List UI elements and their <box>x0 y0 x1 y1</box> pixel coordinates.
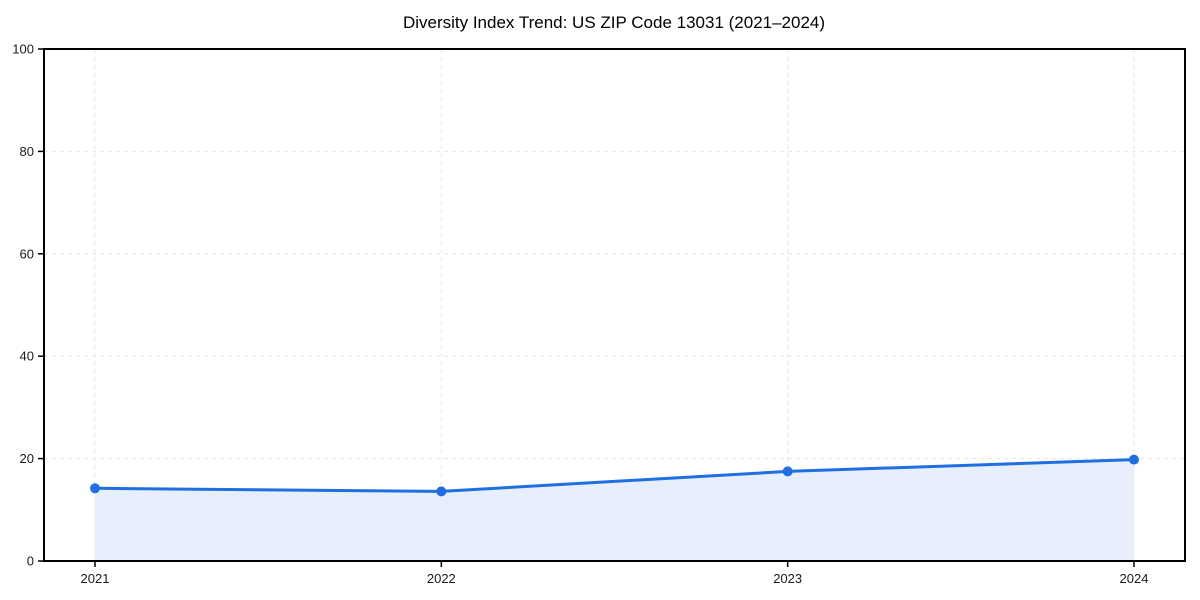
series-line <box>93 458 1136 493</box>
series-area-fill <box>95 459 1134 561</box>
data-points-layer <box>90 454 1139 497</box>
area-fill-layer <box>95 459 1134 561</box>
axes-spines-layer <box>43 48 1186 562</box>
line-series-layer <box>93 458 1136 493</box>
y-tick-label: 0 <box>27 554 34 569</box>
y-tick-label: 100 <box>12 42 34 57</box>
tick-labels-layer: 0 20 40 60 80 100 2021 2022 2023 2024 <box>12 42 1148 587</box>
y-tick-label: 40 <box>20 349 34 364</box>
y-tick-label: 60 <box>20 246 34 261</box>
plot-box-spines <box>43 48 1186 562</box>
y-tick-label: 80 <box>20 144 34 159</box>
data-point <box>90 483 100 494</box>
x-tick-label: 2023 <box>773 571 802 586</box>
x-tick-label: 2022 <box>427 571 456 586</box>
y-tick-label: 20 <box>20 451 34 466</box>
x-tick-label: 2021 <box>81 571 110 586</box>
data-point <box>1129 454 1139 465</box>
data-point <box>436 486 447 497</box>
chart-title: Diversity Index Trend: US ZIP Code 13031… <box>403 13 825 32</box>
data-point <box>782 466 793 477</box>
tick-marks-layer <box>38 48 1135 567</box>
x-tick-label: 2024 <box>1120 571 1149 586</box>
